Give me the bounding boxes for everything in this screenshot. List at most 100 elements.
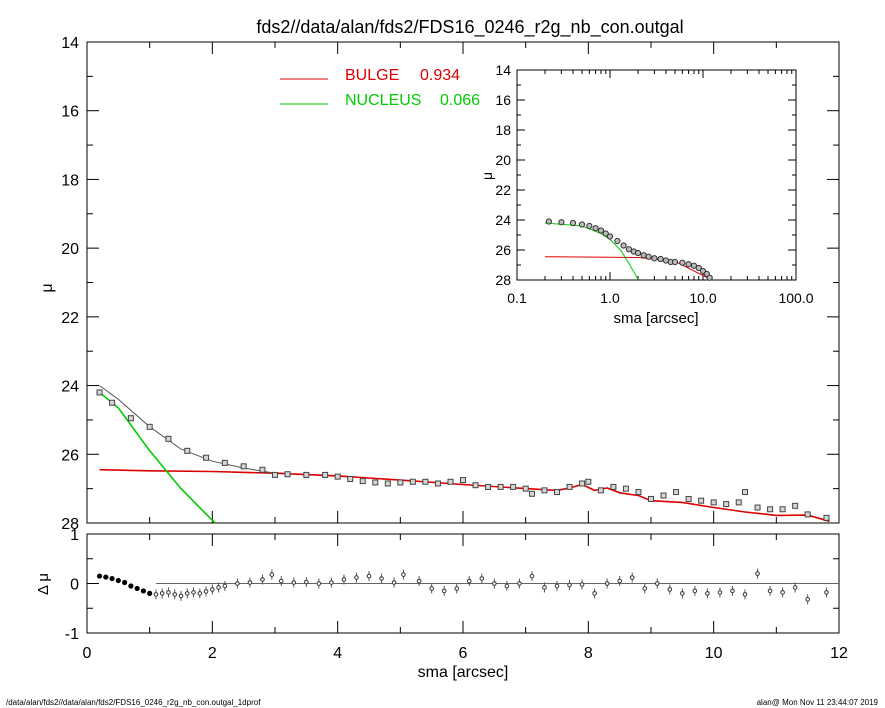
residual-point	[416, 578, 422, 584]
observed-data-point	[566, 483, 573, 490]
inset-observed-point	[586, 222, 593, 230]
observed-data-point	[322, 471, 329, 478]
inset-y-axis-label: μ	[479, 172, 495, 180]
x-tick-label: 10	[705, 645, 723, 662]
inset-y-tick-label: 26	[495, 242, 511, 258]
main-profile-panel: 14 16 18 20 22 24 26 28 μ BULGE 0.934 NUCLEUS 0…	[39, 35, 840, 533]
residual-point	[247, 580, 253, 585]
main-y-tick-label: 16	[61, 104, 79, 121]
inset-observed-point	[614, 237, 621, 245]
observed-data-point	[485, 483, 492, 490]
residual-point	[140, 588, 146, 594]
residual-axis-ticks: 10-10 2 4 6 8 10 12	[65, 527, 848, 662]
observed-data-point	[597, 487, 604, 494]
residual-point	[172, 592, 178, 597]
legend-nucleus-label: NUCLEUS	[345, 92, 421, 109]
inset-log-panel: 14 16 18 20 22 24 26 28 0.1 1.0 10.0 100.0 μ sma [a…	[479, 62, 814, 327]
inset-y-tick-label: 14	[495, 62, 511, 78]
residual-point	[805, 597, 810, 602]
observed-data-point	[96, 389, 103, 396]
x-tick-label: 4	[333, 645, 342, 662]
residual-point	[166, 590, 171, 595]
residual-point	[717, 590, 723, 595]
legend-bulge-value: 0.934	[420, 67, 460, 84]
residual-point	[617, 578, 622, 584]
observed-data-point	[710, 499, 717, 506]
main-axis-ticks: 14 16 18 20 22 24 26 28	[61, 35, 840, 533]
residual-point	[184, 591, 190, 596]
observed-data-point	[259, 466, 266, 473]
residual-point	[554, 583, 560, 589]
residual-y-tick-label: 1	[70, 527, 79, 544]
observed-data-point	[660, 492, 667, 499]
residual-point	[269, 572, 275, 577]
residual-point	[692, 588, 698, 594]
residual-point	[492, 581, 497, 586]
observed-data-point	[272, 471, 278, 478]
residual-point	[222, 583, 228, 589]
residual-y-tick-label: 0	[70, 577, 79, 594]
observed-data-point	[240, 463, 247, 470]
main-y-tick-label: 14	[61, 35, 79, 52]
inset-observed-point	[706, 274, 713, 281]
observed-data-point	[792, 502, 799, 509]
residual-point	[441, 588, 447, 594]
main-y-tick-label: 26	[61, 447, 79, 464]
footer-timestamp: alan@ Mon Nov 11 23:44:07 2019	[757, 698, 879, 707]
residual-point	[824, 590, 829, 595]
residual-point	[128, 583, 134, 589]
inset-observed-point	[620, 242, 627, 249]
residual-point	[767, 588, 773, 594]
observed-data-point	[146, 423, 153, 430]
residual-point	[96, 573, 103, 579]
inset-observed-point	[578, 221, 586, 228]
residual-point	[517, 581, 522, 586]
observed-data-point	[127, 415, 134, 422]
residual-point	[354, 575, 359, 580]
inset-x-tick-label: 100.0	[778, 290, 813, 306]
inset-observed-point	[569, 219, 577, 227]
observed-data-point	[610, 483, 617, 490]
observed-data-point	[447, 478, 454, 485]
observed-data-point	[434, 480, 441, 487]
residual-point	[235, 581, 240, 586]
x-tick-label: 6	[459, 645, 468, 662]
main-y-tick-label: 18	[61, 172, 79, 189]
observed-data-point	[735, 499, 742, 506]
residual-point	[191, 590, 196, 595]
residual-point	[366, 573, 372, 579]
inset-y-tick-label: 20	[495, 152, 511, 168]
observed-data-point	[554, 489, 560, 496]
residual-point	[654, 581, 660, 586]
residual-point	[122, 579, 128, 586]
observed-data-point	[673, 489, 680, 496]
inset-observed-point	[645, 253, 652, 260]
residual-y-axis-label: Δ μ	[35, 573, 52, 595]
inset-x-tick-label: 1.0	[600, 290, 620, 306]
inset-x-tick-label: 0.1	[507, 290, 527, 306]
residual-point	[341, 577, 347, 582]
inset-observed-point	[545, 218, 552, 225]
observed-data-point	[779, 506, 786, 513]
observed-data-point	[109, 399, 116, 406]
main-y-tick-label: 20	[61, 241, 79, 258]
x-tick-label: 12	[830, 645, 848, 662]
observed-data-point	[698, 497, 705, 504]
residual-point	[216, 585, 221, 590]
inset-observed-point	[625, 246, 633, 253]
observed-data-point	[397, 479, 404, 486]
observed-data-point	[165, 435, 172, 442]
inset-observed-point	[685, 261, 692, 268]
residual-point	[147, 590, 153, 597]
residual-point	[792, 585, 798, 590]
observed-data-point	[284, 471, 291, 478]
residual-y-tick-label: -1	[65, 626, 79, 643]
residual-point	[260, 577, 265, 582]
observed-data-point	[685, 495, 692, 502]
residual-point	[479, 576, 485, 581]
inset-observed-point	[602, 230, 609, 237]
observed-data-point	[203, 454, 210, 461]
residual-point	[115, 577, 121, 584]
legend-bulge-label: BULGE	[345, 67, 399, 84]
inset-y-tick-label: 24	[495, 212, 511, 228]
